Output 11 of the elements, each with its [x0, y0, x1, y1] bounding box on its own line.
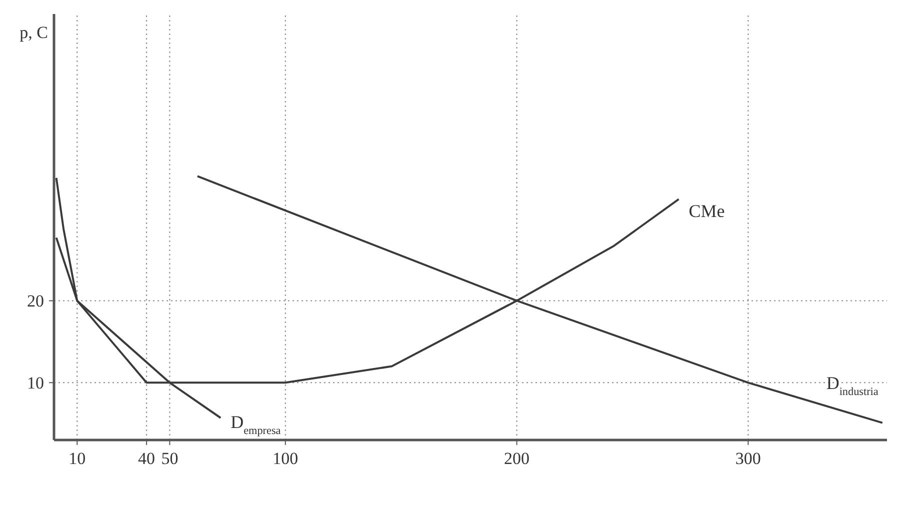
series-label: CMe: [688, 201, 725, 222]
x-tick-label: 300: [735, 449, 761, 468]
y-tick-label: 20: [27, 292, 44, 311]
x-tick-label: 100: [272, 449, 298, 468]
x-tick-label: 50: [161, 449, 178, 468]
series-label: D$_{empresa}$: [230, 412, 281, 437]
x-tick-label: 200: [504, 449, 530, 468]
x-tick-label: 40: [138, 449, 156, 468]
series-label: D$_{industria}$: [826, 372, 878, 398]
x-tick-label: 10: [68, 449, 86, 468]
y-axis-title: p, C: [20, 23, 48, 42]
